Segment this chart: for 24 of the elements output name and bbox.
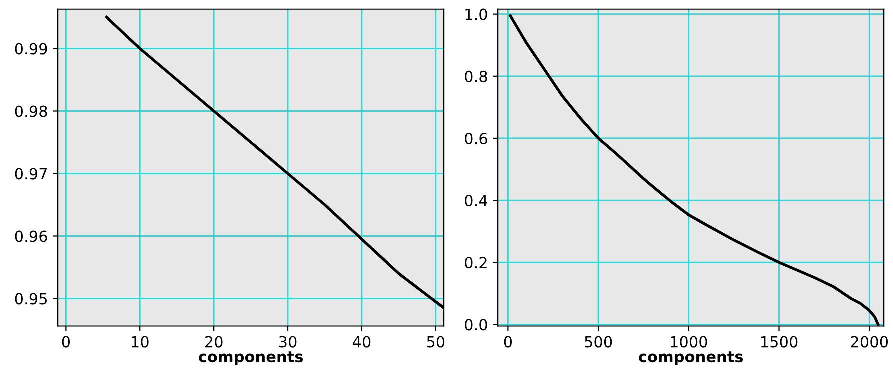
x-tick-label: 30 [279, 336, 297, 348]
y-tick-label: 0.0 [465, 319, 488, 331]
y-tick-label: 0.98 [15, 106, 48, 118]
y-tick-label: 0.2 [465, 257, 487, 269]
y-tick-label: 0.6 [465, 132, 488, 145]
x-tick-label: 20 [205, 336, 223, 348]
x-tick-label: 2000 [851, 336, 888, 348]
y-tick-label: 0.97 [15, 168, 48, 180]
y-tick-label: 0.96 [15, 230, 48, 242]
y-tick-label: 0.8 [465, 70, 488, 82]
x-tick-label: 10 [132, 336, 149, 348]
x-axis-title: components [639, 352, 744, 366]
x-tick-label: 1000 [671, 336, 708, 348]
x-tick-label: 0 [62, 336, 70, 348]
y-tick-label: 1.0 [466, 8, 488, 20]
x-tick-label: 1500 [761, 336, 798, 348]
y-tick-label: 0.99 [15, 43, 48, 55]
x-tick-label: 0 [504, 336, 512, 348]
x-tick-label: 500 [585, 336, 612, 348]
x-tick-label: 40 [352, 336, 371, 348]
x-axis-title: components [198, 352, 304, 366]
y-tick-label: 0.95 [15, 293, 47, 305]
x-tick-label: 50 [427, 336, 445, 348]
y-tick-label: 0.4 [465, 195, 488, 207]
